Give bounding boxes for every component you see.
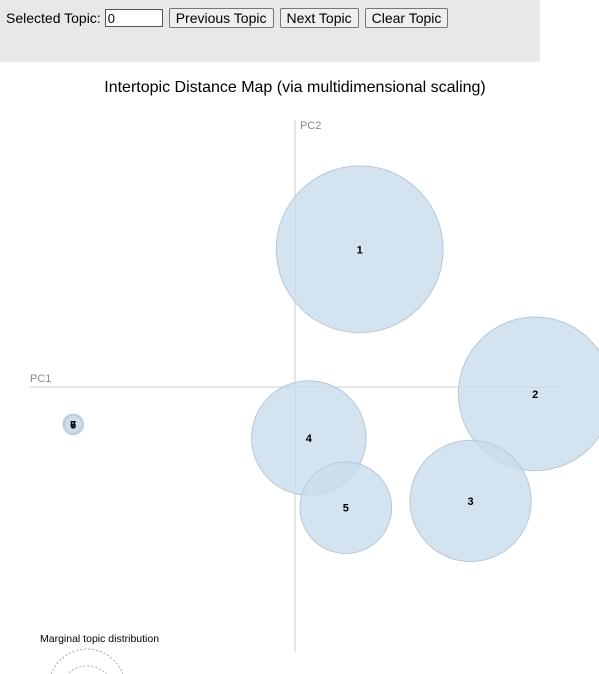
topic-label-1[interactable]: 1 [357,244,363,256]
chart-title: Intertopic Distance Map (via multidimens… [104,79,486,96]
pc2-axis-label: PC2 [300,120,321,132]
next-topic-button[interactable]: Next Topic [279,8,359,28]
topic-label-4[interactable]: 4 [306,433,313,445]
topic-label-3[interactable]: 3 [467,496,473,508]
intertopic-distance-map: Intertopic Distance Map (via multidimens… [30,79,599,674]
topic-label-5[interactable]: 5 [343,503,349,515]
pc1-axis-label: PC1 [30,373,51,385]
topic-bubble-7[interactable] [63,415,83,434]
topic-bubble-2[interactable] [457,316,599,472]
topic-label-6[interactable]: 6 [70,419,76,431]
selected-topic-input[interactable] [104,9,163,27]
clear-topic-button[interactable]: Clear Topic [364,8,449,28]
marginal-distribution-title: Marginal topic distribution [40,633,159,645]
topic-bubbles: 1 2 3 4 5 67 [62,165,599,563]
topic-controls: Selected Topic: Previous Topic Next Topi… [6,8,449,28]
topic-bubble-3[interactable] [409,439,532,563]
selected-topic-label: Selected Topic: [6,10,101,26]
previous-topic-button[interactable]: Previous Topic [168,8,274,28]
topic-bubble-1[interactable] [275,165,444,334]
topic-label-2[interactable]: 2 [532,389,538,401]
marginal-distribution-legend [50,648,124,674]
topic-label-7[interactable]: 7 [70,419,76,431]
topic-bubble-5[interactable] [299,461,393,555]
topic-toolbar: Selected Topic: Previous Topic Next Topi… [0,0,540,62]
